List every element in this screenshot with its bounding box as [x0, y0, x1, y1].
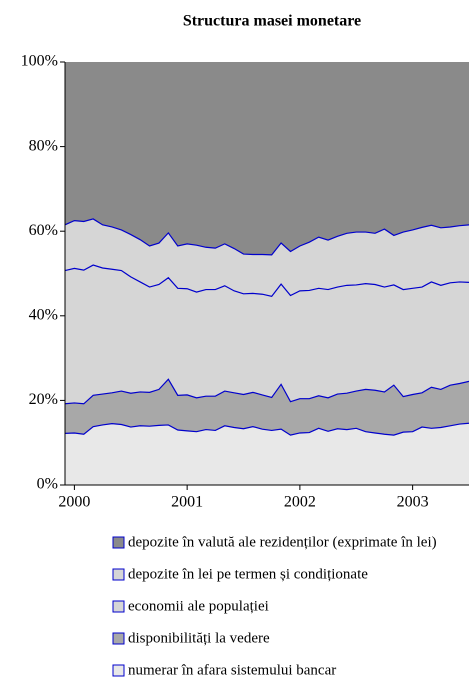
- legend-swatch: [112, 600, 125, 613]
- area: [65, 62, 469, 255]
- chart-title: Structura masei monetare: [183, 13, 361, 30]
- area: [65, 218, 469, 297]
- legend-swatch: [112, 568, 125, 581]
- x-tick-label: 2003: [397, 494, 429, 511]
- y-tick-label: 0%: [37, 476, 58, 493]
- y-tick-label: 40%: [29, 306, 58, 323]
- legend-swatch: [112, 632, 125, 645]
- area: [65, 379, 469, 436]
- legend-label: depozite în lei pe termen și condiționat…: [128, 566, 368, 582]
- boundary-line: [64, 218, 469, 256]
- y-tick-label: 60%: [29, 222, 58, 239]
- legend-label: depozite în valută ale rezidenților (exp…: [128, 534, 437, 550]
- boundary-line: [64, 422, 469, 436]
- x-tick-label: 2000: [58, 494, 90, 511]
- legend-swatch: [112, 664, 125, 677]
- y-tick-label: 20%: [29, 391, 58, 408]
- legend-label: disponibilități la vedere: [128, 630, 270, 646]
- x-tick-label: 2002: [284, 494, 316, 511]
- legend-swatch: [112, 536, 125, 549]
- boundary-line: [64, 264, 469, 298]
- legend-label: economii ale populației: [128, 598, 269, 614]
- area: [65, 423, 469, 485]
- area: [65, 265, 469, 404]
- x-tick-label: 2001: [171, 494, 203, 511]
- y-tick-label: 80%: [29, 137, 58, 154]
- boundary-line: [64, 378, 469, 405]
- legend-label: numerar în afara sistemului bancar: [128, 662, 336, 678]
- y-tick-label: 100%: [21, 53, 58, 70]
